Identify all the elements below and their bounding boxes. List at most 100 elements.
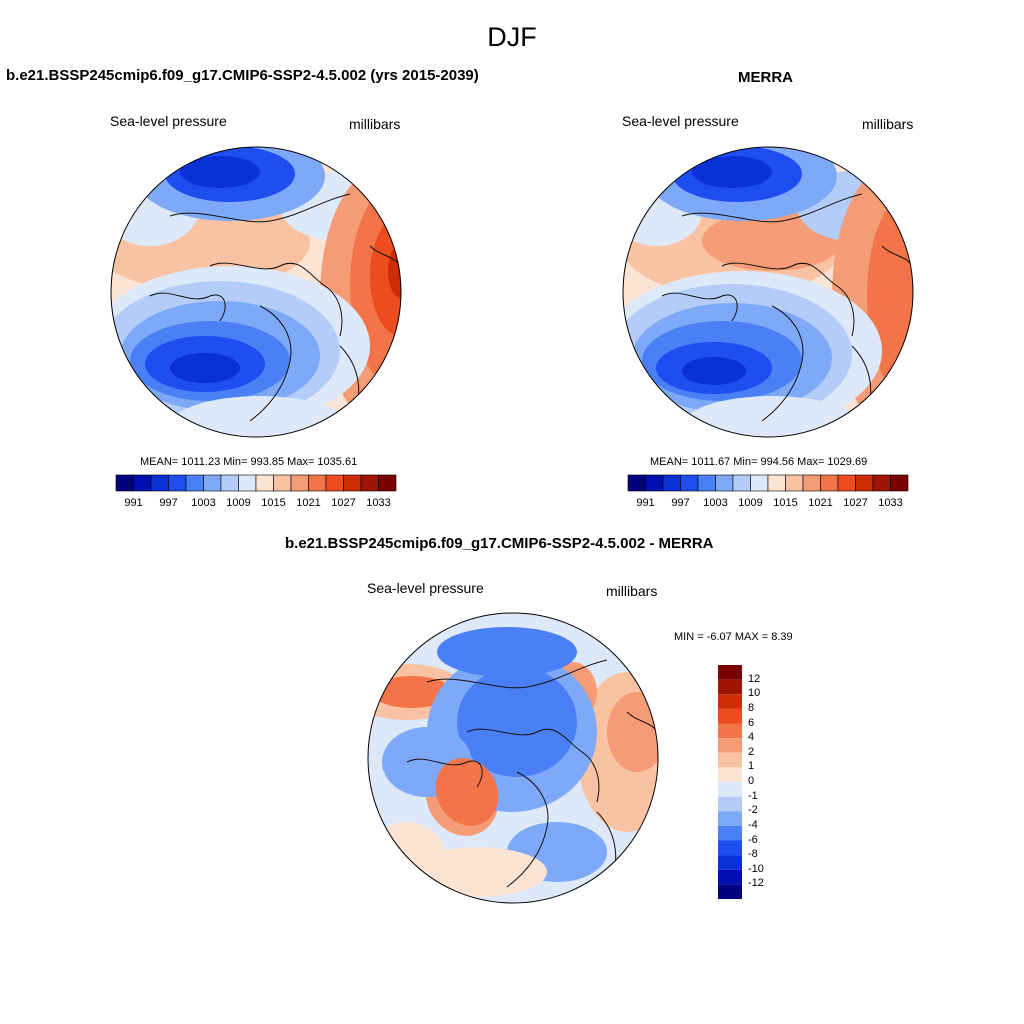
- colorbar-tick-label: -4: [748, 818, 758, 831]
- colorbar-swatch: [203, 474, 222, 492]
- colorbar-swatch: [718, 738, 742, 753]
- colorbar-tick-label: 997: [159, 497, 178, 509]
- colorbar-swatch: [627, 474, 646, 492]
- panel-3-coastlines: [406, 659, 658, 893]
- colorbar-tick-label: 2: [748, 745, 755, 758]
- panel-2-coastlines: [661, 193, 913, 427]
- colorbar-swatch: [290, 474, 309, 492]
- colorbar-swatch: [115, 474, 134, 492]
- colorbar-tick-label: 10: [748, 687, 761, 700]
- panel-3-stats: MIN = -6.07 MAX = 8.39: [674, 631, 793, 643]
- colorbar-swatch: [343, 474, 362, 492]
- panel-2-colorbar: [627, 474, 909, 492]
- panel-1-units-label: millibars: [349, 116, 401, 132]
- colorbar-swatch: [715, 474, 734, 492]
- colorbar-tick-label: 1: [748, 760, 755, 773]
- colorbar-tick-label: 1015: [261, 497, 286, 509]
- colorbar-swatch: [732, 474, 751, 492]
- panel-2-colorbar-ticks: 991 997 1003 1009 1015 1021 1027 1033: [628, 497, 908, 511]
- panel-1-coastlines: [149, 193, 401, 427]
- colorbar-tick-label: -1: [748, 789, 758, 802]
- colorbar-swatch: [837, 474, 856, 492]
- panel-3-polar-map: [367, 612, 659, 904]
- panel-3-field: [368, 613, 658, 903]
- colorbar-tick-label: 991: [124, 497, 143, 509]
- colorbar-tick-label: -12: [748, 877, 764, 890]
- colorbar-tick-label: 4: [748, 731, 755, 744]
- colorbar-tick-label: 1027: [843, 497, 868, 509]
- panel-3-colorbar: [718, 665, 742, 899]
- panel-1-colorbar: [115, 474, 397, 492]
- colorbar-swatch: [855, 474, 874, 492]
- colorbar-swatch: [750, 474, 769, 492]
- colorbar-tick-label: 1009: [738, 497, 763, 509]
- panel-3-title: b.e21.BSSP245cmip6.f09_g17.CMIP6-SSP2-4.…: [285, 535, 714, 552]
- panel-1-field: [111, 147, 401, 437]
- colorbar-tick-label: 12: [748, 672, 761, 685]
- colorbar-tick-label: 0: [748, 775, 755, 787]
- colorbar-swatch: [378, 474, 397, 492]
- colorbar-swatch: [872, 474, 891, 492]
- colorbar-tick-label: 1033: [878, 497, 903, 509]
- colorbar-swatch: [185, 474, 204, 492]
- panel-2-title: MERRA: [738, 69, 793, 86]
- colorbar-swatch: [718, 767, 742, 782]
- panel-3-units-label: millibars: [606, 583, 658, 599]
- colorbar-swatch: [767, 474, 786, 492]
- figure-title: DJF: [487, 22, 537, 52]
- colorbar-swatch: [718, 782, 742, 797]
- panel-2-polar-map: [622, 146, 914, 438]
- colorbar-swatch: [680, 474, 699, 492]
- colorbar-tick-label: -8: [748, 848, 758, 861]
- colorbar-swatch: [785, 474, 804, 492]
- colorbar-tick-label: 1027: [331, 497, 356, 509]
- colorbar-swatch: [133, 474, 152, 492]
- colorbar-swatch: [360, 474, 379, 492]
- colorbar-tick-label: 1033: [366, 497, 391, 509]
- panel-1-polar-map: [110, 146, 402, 438]
- colorbar-swatch: [718, 723, 742, 739]
- colorbar-swatch: [308, 474, 327, 492]
- panel-2-stats: MEAN= 1011.67 Min= 994.56 Max= 1029.69: [650, 456, 868, 468]
- colorbar-swatch: [718, 694, 742, 709]
- colorbar-swatch: [238, 474, 257, 492]
- colorbar-tick-label: 1003: [703, 497, 728, 509]
- colorbar-swatch: [718, 840, 742, 856]
- colorbar-swatch: [718, 679, 742, 695]
- colorbar-swatch: [718, 665, 742, 680]
- colorbar-tick-label: -6: [748, 833, 758, 846]
- panel-3-colorbar-ticks: 12 10 8 6 4 2 1 0 -1 -2 -4 -6 -8 -10 -12: [748, 665, 778, 899]
- colorbar-swatch: [718, 825, 742, 841]
- colorbar-swatch: [718, 796, 742, 812]
- colorbar-swatch: [718, 708, 742, 724]
- colorbar-swatch: [802, 474, 821, 492]
- panel-1-colorbar-ticks: 991 997 1003 1009 1015 1021 1027 1033: [116, 497, 396, 511]
- colorbar-tick-label: 6: [748, 716, 755, 729]
- colorbar-swatch: [325, 474, 344, 492]
- colorbar-swatch: [718, 811, 742, 826]
- colorbar-swatch: [168, 474, 187, 492]
- panel-1-stats: MEAN= 1011.23 Min= 993.85 Max= 1035.61: [140, 456, 358, 468]
- panel-2-variable-label: Sea-level pressure: [622, 113, 739, 129]
- colorbar-swatch: [718, 752, 742, 768]
- colorbar-tick-label: 991: [636, 497, 655, 509]
- panel-1-title: b.e21.BSSP245cmip6.f09_g17.CMIP6-SSP2-4.…: [6, 67, 479, 84]
- colorbar-swatch: [150, 474, 169, 492]
- colorbar-tick-label: 1015: [773, 497, 798, 509]
- colorbar-swatch: [662, 474, 681, 492]
- colorbar-swatch: [273, 474, 292, 492]
- colorbar-swatch: [255, 474, 274, 492]
- colorbar-tick-label: 1021: [296, 497, 321, 509]
- colorbar-tick-label: -10: [748, 862, 764, 875]
- colorbar-tick-label: 1021: [808, 497, 833, 509]
- panel-2-units-label: millibars: [862, 116, 914, 132]
- colorbar-swatch: [718, 884, 742, 899]
- colorbar-swatch: [718, 869, 742, 885]
- colorbar-swatch: [220, 474, 239, 492]
- panel-1-variable-label: Sea-level pressure: [110, 113, 227, 129]
- panel-3-variable-label: Sea-level pressure: [367, 580, 484, 596]
- colorbar-swatch: [697, 474, 716, 492]
- colorbar-tick-label: -2: [748, 804, 758, 817]
- colorbar-tick-label: 8: [748, 701, 755, 714]
- colorbar-swatch: [890, 474, 909, 492]
